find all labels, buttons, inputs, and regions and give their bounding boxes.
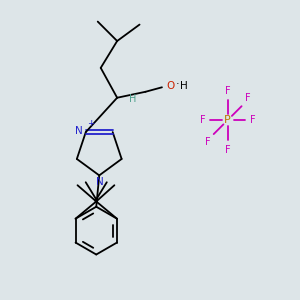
Text: H: H (180, 81, 187, 91)
Text: F: F (245, 93, 250, 103)
Text: P: P (224, 115, 231, 125)
Text: F: F (205, 137, 210, 148)
Text: F: F (225, 145, 230, 154)
Text: H: H (129, 94, 136, 104)
Text: N: N (75, 126, 83, 136)
Text: F: F (200, 115, 205, 125)
Text: ·: · (176, 79, 179, 89)
Text: O: O (166, 81, 174, 91)
Text: +: + (87, 119, 95, 128)
Text: N: N (96, 177, 104, 187)
Text: F: F (225, 86, 230, 96)
Text: F: F (250, 115, 256, 125)
